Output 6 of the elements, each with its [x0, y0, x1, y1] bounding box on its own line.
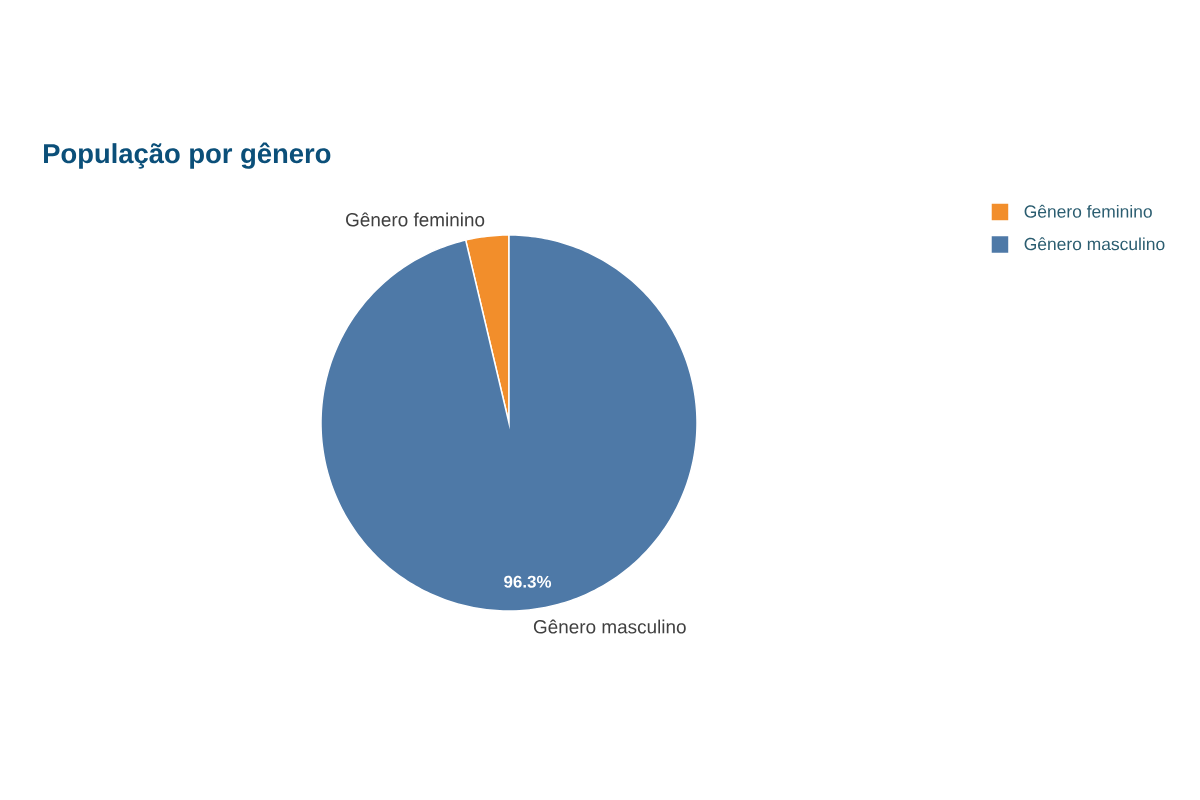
slice-label: Gênero masculino: [533, 619, 686, 634]
slice-label: Gênero feminino: [346, 212, 485, 227]
legend-label: Gênero feminino: [1024, 204, 1152, 218]
data-label: 96.3%: [504, 575, 552, 588]
legend-label: Gênero masculino: [1024, 237, 1165, 251]
chart-title: População por gênero: [44, 142, 331, 169]
